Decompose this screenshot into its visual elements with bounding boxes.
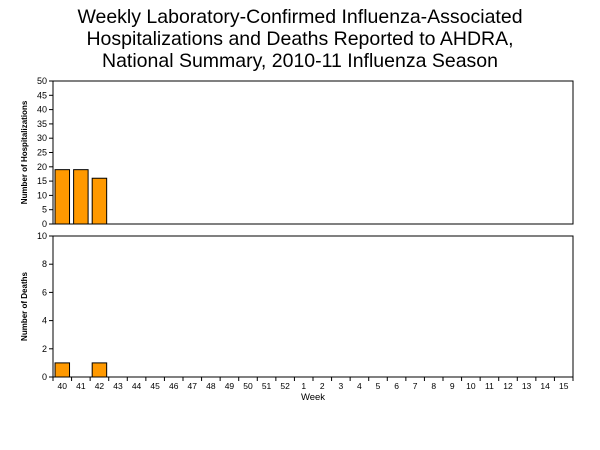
y-tick-label: 10 <box>37 231 47 241</box>
x-tick-label: 9 <box>450 381 455 391</box>
y-tick-label: 8 <box>42 259 47 269</box>
y-tick-label: 6 <box>42 287 47 297</box>
x-tick-label: 50 <box>243 381 253 391</box>
x-tick-label: 14 <box>540 381 550 391</box>
x-tick-label: 15 <box>559 381 569 391</box>
chart-title-line-3: National Summary, 2010-11 Influenza Seas… <box>101 50 498 72</box>
x-tick-label: 3 <box>338 381 343 391</box>
x-tick-label: 41 <box>76 381 86 391</box>
plot-frame <box>52 235 574 378</box>
x-tick-label: 42 <box>95 381 105 391</box>
y-tick-label: 50 <box>37 76 47 86</box>
y-tick-label: 10 <box>37 190 47 200</box>
y-tick-label: 35 <box>37 119 47 129</box>
chart-title-line-1: Weekly Laboratory-Confirmed Influenza-As… <box>77 6 523 28</box>
y-tick-label: 30 <box>37 133 47 143</box>
y-tick-label: 2 <box>42 344 47 354</box>
y-tick-label: 15 <box>37 176 47 186</box>
x-tick-label: 43 <box>113 381 123 391</box>
y-tick-label: 0 <box>42 219 47 229</box>
x-tick-label: 49 <box>225 381 235 391</box>
x-tick-label: 6 <box>394 381 399 391</box>
bar-week-41 <box>73 169 89 225</box>
y-axis-title: Number of Hospitalizations <box>20 100 29 204</box>
x-tick-label: 47 <box>188 381 198 391</box>
x-tick-label: 48 <box>206 381 216 391</box>
y-tick-label: 20 <box>37 162 47 172</box>
x-tick-label: 52 <box>280 381 290 391</box>
y-tick-label: 45 <box>37 90 47 100</box>
x-axis-title: Week <box>301 392 325 403</box>
y-axis-title: Number of Deaths <box>20 272 29 341</box>
y-tick-label: 40 <box>37 105 47 115</box>
x-tick-label: 10 <box>466 381 476 391</box>
bar-week-42 <box>91 177 108 225</box>
x-tick-label: 2 <box>320 381 325 391</box>
x-tick-label: 46 <box>169 381 179 391</box>
x-tick-label: 8 <box>431 381 436 391</box>
x-tick-label: 5 <box>376 381 381 391</box>
x-tick-label: 12 <box>503 381 513 391</box>
x-tick-label: 44 <box>132 381 142 391</box>
x-tick-label: 40 <box>58 381 68 391</box>
x-tick-label: 11 <box>485 381 494 391</box>
x-tick-label: 13 <box>522 381 532 391</box>
bar-week-40 <box>54 169 71 225</box>
y-tick-label: 0 <box>42 372 47 382</box>
bar-week-42 <box>91 362 108 378</box>
y-tick-label: 5 <box>42 205 47 215</box>
y-tick-label: 4 <box>42 316 47 326</box>
x-tick-label: 7 <box>413 381 418 391</box>
x-tick-label: 51 <box>262 381 272 391</box>
bar-week-40 <box>54 362 71 378</box>
x-tick-label: 45 <box>150 381 160 391</box>
x-tick-label: 1 <box>301 381 306 391</box>
y-tick-label: 25 <box>37 148 47 158</box>
chart-title-line-2: Hospitalizations and Deaths Reported to … <box>86 28 514 50</box>
x-tick-label: 4 <box>357 381 362 391</box>
hospitalizations-panel: 0 5 10 15 20 25 30 35 40 45 50 Number of Hospitaliz… <box>20 76 574 229</box>
plot-frame <box>52 80 574 225</box>
